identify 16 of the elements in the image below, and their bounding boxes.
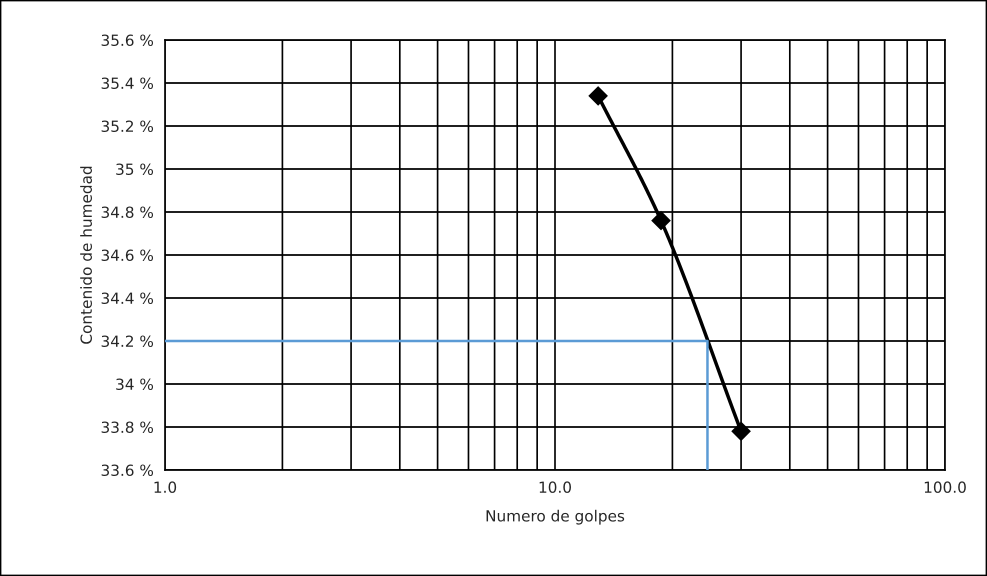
x-tick-label: 1.0	[154, 481, 176, 493]
y-tick-label: 33.6 %	[102, 464, 154, 476]
y-tick-label: 34.4 %	[102, 292, 154, 304]
y-tick-label: 34.8 %	[102, 206, 154, 218]
x-tick-label: 10.0	[540, 481, 571, 493]
y-tick-label: 34.2 %	[102, 335, 154, 348]
x-tick-label: 100.0	[924, 481, 966, 493]
y-tick-label: 35.4 %	[102, 77, 154, 90]
y-tick-label: 35.2 %	[102, 120, 154, 132]
y-axis-title: Contenido de humedad	[80, 166, 92, 344]
y-tick-label: 34.6 %	[102, 249, 154, 262]
x-axis-title: Numero de golpes	[486, 510, 624, 525]
y-tick-label: 34 %	[116, 378, 154, 390]
y-tick-label: 33.8 %	[102, 421, 154, 434]
y-tick-label: 35.6 %	[102, 34, 154, 46]
y-tick-label: 35 %	[116, 163, 154, 176]
